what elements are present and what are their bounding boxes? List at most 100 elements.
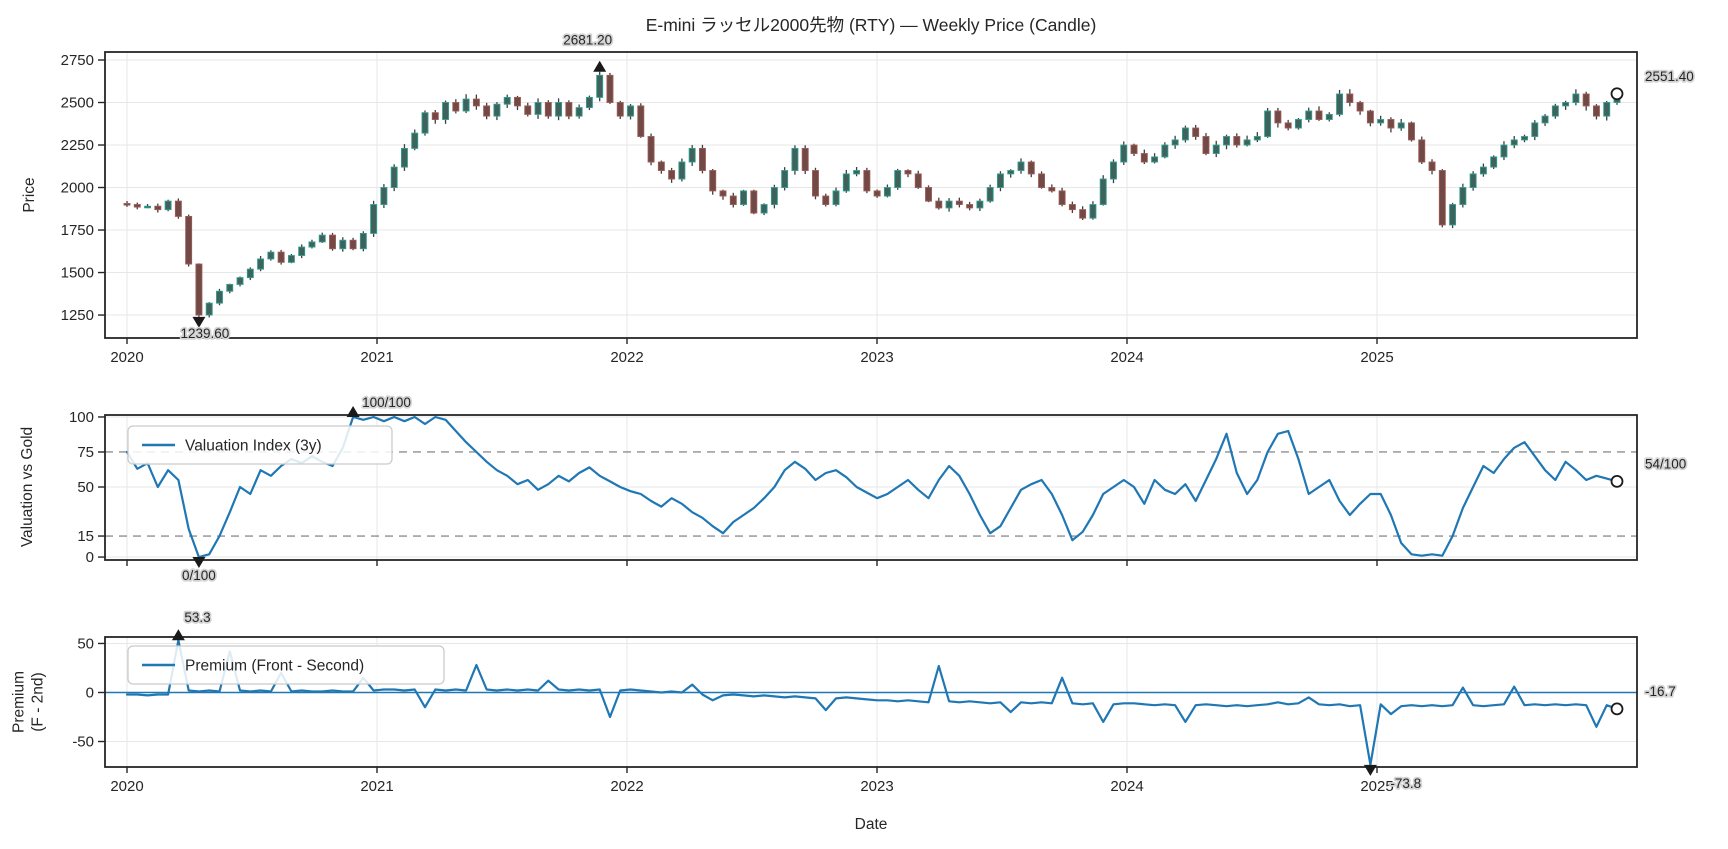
candle-up [1336,93,1344,115]
price-annotation-1: 1239.60 [179,316,231,343]
candle-up [298,246,306,256]
legend-box [127,645,445,685]
candle-up [1510,139,1518,146]
candle-up [883,187,891,197]
candle-up [596,74,604,98]
candle-up [503,96,511,105]
candle-up [287,255,295,263]
triangle-up-marker [593,60,607,72]
candle-down [514,96,521,107]
legend-label: Premium (Front - Second) [185,658,364,675]
candle-down [1315,110,1323,120]
annotation-text: -16.7 [1645,684,1676,699]
candle-down [801,147,809,171]
last-value-marker [1610,702,1624,716]
candle-up [853,170,861,175]
candle-up [1212,144,1220,154]
candle-up [770,187,778,205]
x-tick-label: 2020 [110,349,143,366]
candle-up [318,234,326,243]
candle-up [781,170,789,188]
annotation-text: 53.3 [184,610,210,625]
triangle-down-marker [192,316,206,328]
x-tick-label: 2023 [860,349,893,366]
legend-box [127,425,393,465]
candle-up [1325,113,1333,120]
candle-up [380,187,388,205]
candle-up [1459,187,1467,205]
y-tick-label: 0 [86,684,94,701]
x-tick-label: 2024 [1110,778,1143,795]
candle-down [1438,170,1446,226]
y-tick-label: 75 [77,444,94,461]
candle-up [1490,156,1498,168]
candle-up [462,98,470,112]
candle-down [729,195,737,205]
x-tick-label: 2024 [1110,349,1143,366]
triangle-up-marker [171,629,185,641]
candle-up [1017,161,1025,171]
candle-down [1356,102,1364,112]
candle-up [1541,115,1549,124]
candle-up [1007,170,1015,175]
candle-up [1151,156,1159,163]
candle-down [154,205,162,211]
candle-up [534,102,542,115]
y-tick-label: 15 [77,528,94,545]
valuation-annotation-0: 100/100 [346,393,413,417]
candle-up [1469,173,1477,188]
x-tick-label: 2025 [1360,349,1393,366]
candle-down [750,190,758,214]
y-tick-label: 100 [69,409,94,426]
y-tick-label: -50 [72,734,94,751]
candle-down [647,136,655,163]
y-tick-label: 1750 [61,222,94,239]
candle-down [133,204,141,208]
candle-down [1027,161,1035,175]
candle-up [976,200,984,209]
annotation-text: 0/100 [182,568,216,583]
candle-down [914,173,922,188]
candle-up [421,112,429,134]
candle-up [1572,93,1580,103]
candle-down [1387,119,1395,129]
candle-up [236,277,244,285]
candle-up [216,290,223,304]
y-tick-label: 2750 [61,52,94,69]
candle-down [873,190,881,197]
price-panel: 2020 2021 2022 2023 2024 2025 1250 1500 1750 2000… [61,31,1696,366]
candle-down [185,215,193,265]
candle-up [359,232,367,250]
candle-up [1099,178,1107,205]
candle-down [1284,122,1292,129]
y-tick-label: 2000 [61,180,94,197]
candle-down [1068,204,1076,211]
candle-up [1521,136,1528,141]
legend-valuation: Valuation Index (3y) [127,425,393,465]
candle-down [1233,136,1241,146]
candle-up [339,239,347,250]
candle-down [904,170,912,175]
y-tick-label: 0 [86,549,94,566]
candle-down [1366,110,1374,124]
candle-down [195,263,203,316]
candle-down [277,251,285,263]
candle-down [966,204,974,209]
legend-label: Valuation Index (3y) [185,438,322,455]
annotation-text: -73.8 [1390,776,1421,791]
candle-up [226,283,234,292]
annotation-text: 54/100 [1645,456,1686,471]
candle-up [1551,105,1559,117]
candle-up [945,200,953,209]
chart-title: E-mini ラッセル2000先物 (RTY) — Weekly Price (… [645,15,1097,35]
valuation-line [125,415,1619,559]
last-value-marker [1610,475,1624,488]
candle-up [1603,102,1611,117]
valuation-annotation-1: 0/100 [180,557,218,585]
candle-up [267,251,275,260]
candle-up [205,302,213,316]
candle-down [1428,161,1436,171]
premium-panel: 2020 2021 2022 2023 2024 2025 -50 0 50 Premium (F… [72,608,1677,795]
price-annotation-0: 2681.20 [562,31,614,72]
